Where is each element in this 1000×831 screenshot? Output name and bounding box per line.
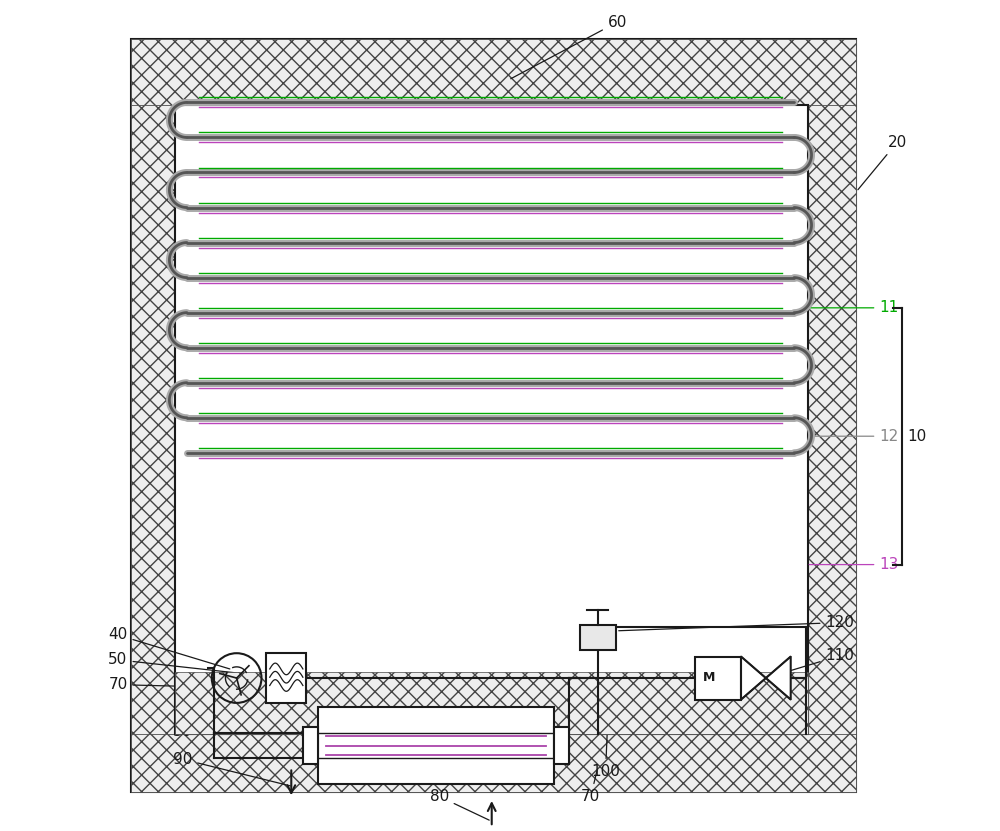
Text: 40: 40 [108, 627, 230, 669]
Bar [580, 625, 616, 650]
Bar [131, 39, 856, 105]
Text: 50: 50 [108, 652, 280, 678]
Text: 70: 70 [581, 770, 600, 804]
Bar [554, 727, 569, 764]
Text: 31: 31 [331, 723, 381, 740]
Polygon shape [741, 656, 766, 700]
Text: 90: 90 [173, 752, 290, 786]
Text: 80: 80 [430, 789, 489, 820]
Text: 110: 110 [741, 648, 854, 686]
Bar [266, 653, 306, 703]
Text: M: M [703, 671, 715, 685]
Text: 12: 12 [809, 429, 899, 444]
Text: 33: 33 [366, 745, 414, 760]
Bar [131, 735, 856, 792]
Bar [175, 105, 808, 735]
Bar [695, 656, 741, 700]
Bar [175, 672, 808, 735]
Text: 100: 100 [591, 725, 620, 779]
Text: 20: 20 [858, 135, 907, 189]
Bar [808, 105, 856, 735]
Text: 70: 70 [108, 677, 249, 692]
Text: 120: 120 [619, 615, 854, 631]
Text: 11: 11 [809, 300, 899, 315]
Bar [131, 105, 175, 735]
Text: 32: 32 [405, 766, 456, 781]
Text: 13: 13 [809, 557, 899, 572]
Text: 30: 30 [173, 725, 216, 740]
Polygon shape [766, 656, 791, 700]
Text: 10: 10 [907, 429, 927, 444]
Text: 60: 60 [511, 15, 627, 79]
Bar [303, 727, 318, 764]
Bar [131, 39, 856, 792]
Bar [318, 707, 554, 784]
